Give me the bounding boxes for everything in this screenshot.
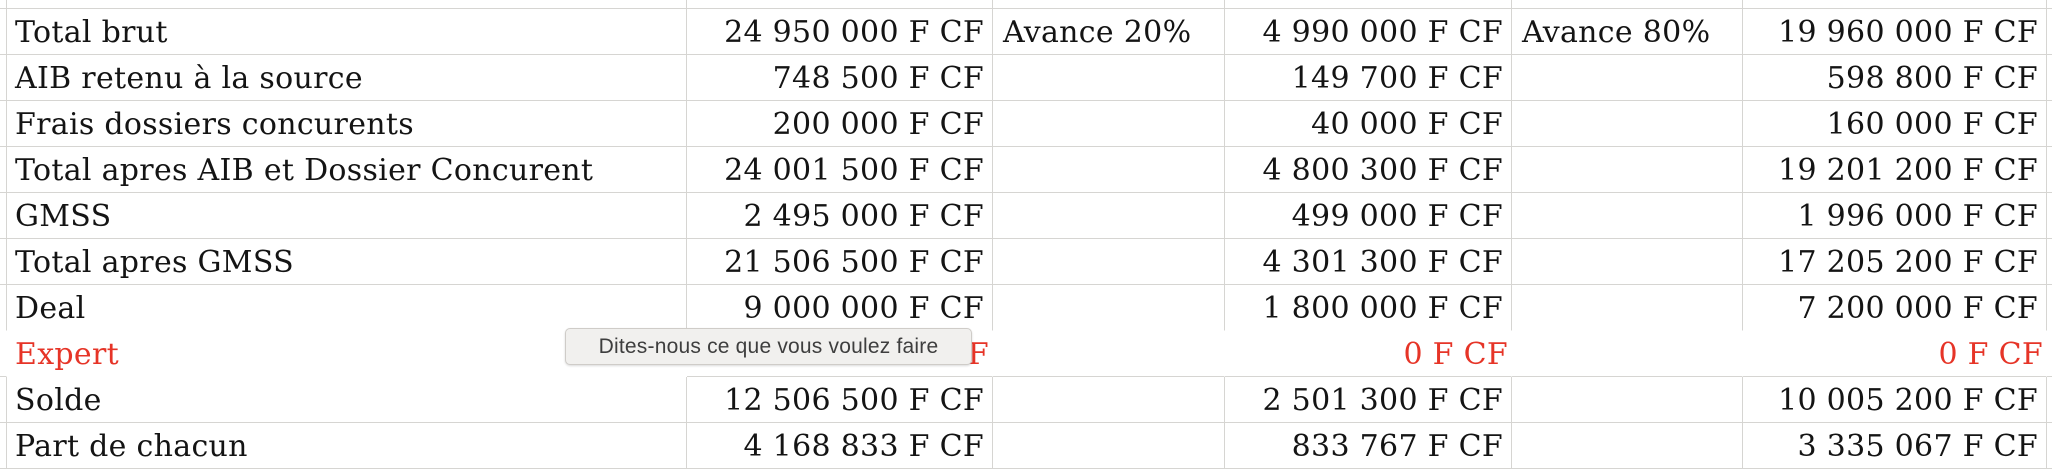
category-label-cell[interactable] (993, 239, 1225, 285)
value-cell[interactable]: 17 205 200 F CF (1743, 239, 2047, 285)
value-cell[interactable]: 24 950 000 F CF (687, 9, 993, 55)
spacer-cell[interactable] (2047, 331, 2052, 377)
value-cell[interactable]: 833 767 F CF (1225, 423, 1512, 469)
spacer-cell[interactable] (0, 101, 7, 147)
row-label-cell[interactable]: Total apres AIB et Dossier Concurent (7, 147, 687, 193)
category-label-cell[interactable]: Avance 20% (993, 9, 1225, 55)
category-label-cell[interactable] (1512, 423, 1743, 469)
value-cell[interactable]: 0 F CF (1225, 331, 1512, 377)
row-label-cell[interactable]: Deal (7, 285, 687, 331)
value-cell[interactable]: 4 800 300 F CF (1225, 147, 1512, 193)
value-cell[interactable]: 4 990 000 F CF (1225, 9, 1512, 55)
partial-cell[interactable] (687, 0, 993, 9)
value-cell[interactable]: 10 005 200 F CF (1743, 377, 2047, 423)
value-cell[interactable]: 9 000 000 F CF (687, 285, 993, 331)
value-cell[interactable]: 748 500 F CF (687, 55, 993, 101)
category-label-cell[interactable] (1512, 193, 1743, 239)
value-cell[interactable]: 0 F CF (1743, 331, 2047, 377)
value-cell[interactable]: 12 506 500 F CF (687, 377, 993, 423)
spacer-cell[interactable] (2047, 285, 2052, 331)
partial-cell[interactable] (993, 0, 1225, 9)
spacer-cell[interactable] (2047, 101, 2052, 147)
spacer-cell[interactable] (2047, 9, 2052, 55)
value-cell[interactable]: 1 996 000 F CF (1743, 193, 2047, 239)
row-label-cell[interactable]: Solde (7, 377, 687, 423)
spacer-cell[interactable] (0, 9, 7, 55)
category-label-cell[interactable] (1512, 147, 1743, 193)
partial-cell[interactable] (0, 0, 7, 9)
partial-cell[interactable] (7, 0, 687, 9)
tell-me-tooltip: Dites-nous ce que vous voulez faire (565, 328, 972, 365)
spacer-cell[interactable] (2047, 377, 2052, 423)
category-label-cell[interactable] (993, 55, 1225, 101)
spacer-cell[interactable] (0, 423, 7, 469)
value-cell[interactable]: 21 506 500 F CF (687, 239, 993, 285)
row-label-cell[interactable]: Expert (15, 337, 119, 372)
value-cell[interactable]: 1 800 000 F CF (1225, 285, 1512, 331)
category-label-cell[interactable] (1512, 285, 1743, 331)
row-label-cell[interactable]: Total brut (7, 9, 687, 55)
spacer-cell[interactable] (0, 377, 7, 423)
value-cell[interactable]: 2 495 000 F CF (687, 193, 993, 239)
partial-cell[interactable] (1225, 0, 1512, 9)
spacer-cell[interactable] (0, 285, 7, 331)
partial-cell[interactable] (1512, 0, 1743, 9)
row-label-cell[interactable]: Part de chacun (7, 423, 687, 469)
value-cell[interactable]: 149 700 F CF (1225, 55, 1512, 101)
row-label-cell[interactable]: AIB retenu à la source (7, 55, 687, 101)
value-cell[interactable]: 7 200 000 F CF (1743, 285, 2047, 331)
spacer-cell[interactable] (0, 193, 7, 239)
value-cell[interactable]: 40 000 F CF (1225, 101, 1512, 147)
category-label-cell[interactable] (1512, 377, 1743, 423)
category-label-cell[interactable] (1512, 55, 1743, 101)
category-label-cell[interactable] (993, 331, 1225, 377)
category-label-cell[interactable] (993, 193, 1225, 239)
row-label-cell[interactable]: Total apres GMSS (7, 239, 687, 285)
spacer-cell[interactable] (2047, 55, 2052, 101)
value-cell[interactable]: 3 335 067 F CF (1743, 423, 2047, 469)
category-label-cell[interactable] (993, 147, 1225, 193)
category-label-cell[interactable] (993, 101, 1225, 147)
spacer-cell[interactable] (2047, 239, 2052, 285)
value-cell[interactable]: 24 001 500 F CF (687, 147, 993, 193)
category-label-cell[interactable]: Avance 80% (1512, 9, 1743, 55)
spacer-cell[interactable] (0, 55, 7, 101)
spacer-cell[interactable] (0, 147, 7, 193)
value-cell[interactable]: 2 501 300 F CF (1225, 377, 1512, 423)
partial-cell[interactable] (1743, 0, 2047, 9)
value-cell[interactable]: 4 301 300 F CF (1225, 239, 1512, 285)
spacer-cell[interactable] (2047, 147, 2052, 193)
tooltip-text: Dites-nous ce que vous voulez faire (598, 334, 939, 358)
value-cell[interactable]: 4 168 833 F CF (687, 423, 993, 469)
value-cell[interactable]: 19 201 200 F CF (1743, 147, 2047, 193)
category-label-cell[interactable] (1512, 101, 1743, 147)
partial-cell[interactable] (2047, 0, 2052, 9)
spacer-cell[interactable] (0, 331, 7, 377)
category-label-cell[interactable] (993, 377, 1225, 423)
value-cell[interactable]: 160 000 F CF (1743, 101, 2047, 147)
row-label-cell[interactable]: Frais dossiers concurents (7, 101, 687, 147)
category-label-cell[interactable] (993, 285, 1225, 331)
spacer-cell[interactable] (2047, 193, 2052, 239)
value-cell[interactable]: 598 800 F CF (1743, 55, 2047, 101)
category-label-cell[interactable] (1512, 239, 1743, 285)
value-cell[interactable]: 200 000 F CF (687, 101, 993, 147)
spacer-cell[interactable] (2047, 423, 2052, 469)
value-cell[interactable]: 499 000 F CF (1225, 193, 1512, 239)
value-cell[interactable]: 19 960 000 F CF (1743, 9, 2047, 55)
row-label-cell[interactable]: GMSS (7, 193, 687, 239)
category-label-cell[interactable] (1512, 331, 1743, 377)
spacer-cell[interactable] (0, 239, 7, 285)
category-label-cell[interactable] (993, 423, 1225, 469)
